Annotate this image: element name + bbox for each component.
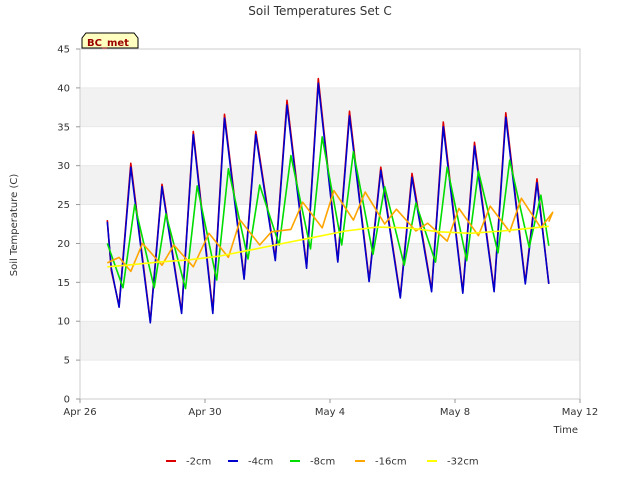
x-axis-title: Time — [553, 425, 578, 436]
y-axis: 0 5 10 15 20 25 30 35 40 45 — [57, 45, 80, 406]
x-tick-label: May 4 — [315, 407, 345, 418]
series-line-32cmcm — [107, 225, 549, 268]
legend-label: -32cm — [447, 457, 479, 468]
y-tick-label: 20 — [57, 239, 70, 250]
legend-label: -4cm — [248, 457, 273, 468]
y-tick-label: 0 — [64, 395, 70, 406]
legend-label: -2cm — [186, 457, 211, 468]
grid-band — [80, 360, 580, 399]
x-tick-label: Apr 26 — [63, 407, 96, 418]
grid-band — [80, 126, 580, 166]
grid-bands — [80, 48, 580, 400]
y-tick-label: 5 — [64, 356, 70, 367]
legend-label: -8cm — [310, 457, 335, 468]
chart-title: Soil Temperatures Set C — [248, 4, 391, 18]
y-tick-label: 35 — [57, 122, 70, 133]
grid-band — [80, 321, 580, 361]
series-line-16cmcm — [106, 189, 554, 273]
y-tick-label: 10 — [57, 317, 70, 328]
y-tick-label: 25 — [57, 200, 70, 211]
x-tick-label: May 12 — [562, 407, 599, 418]
grid-band — [80, 204, 580, 244]
x-tick-label: May 8 — [440, 407, 470, 418]
series-line-2cmcm — [106, 77, 550, 323]
y-tick-label: 15 — [57, 278, 70, 289]
y-tick-label: 40 — [57, 83, 70, 94]
grid-band — [80, 282, 580, 322]
y-tick-label: 45 — [57, 45, 70, 56]
legend-label: -16cm — [375, 457, 407, 468]
grid-band — [80, 87, 580, 127]
legend: -2cm -4cm -8cm -16cm -32cm — [166, 457, 479, 468]
y-axis-title: Soil Temperature (C) — [9, 174, 20, 277]
series-lines — [106, 77, 554, 324]
site-badge: BC_met — [81, 32, 139, 49]
x-axis: Apr 26 Apr 30 May 4 May 8 May 12 — [63, 399, 598, 418]
site-badge-label: BC_met — [87, 38, 129, 49]
series-line-4cmcm — [106, 82, 550, 324]
y-tick-label: 30 — [57, 161, 70, 172]
grid-band — [80, 49, 580, 88]
x-tick-label: Apr 30 — [188, 407, 221, 418]
series-line-8cmcm — [106, 136, 550, 290]
